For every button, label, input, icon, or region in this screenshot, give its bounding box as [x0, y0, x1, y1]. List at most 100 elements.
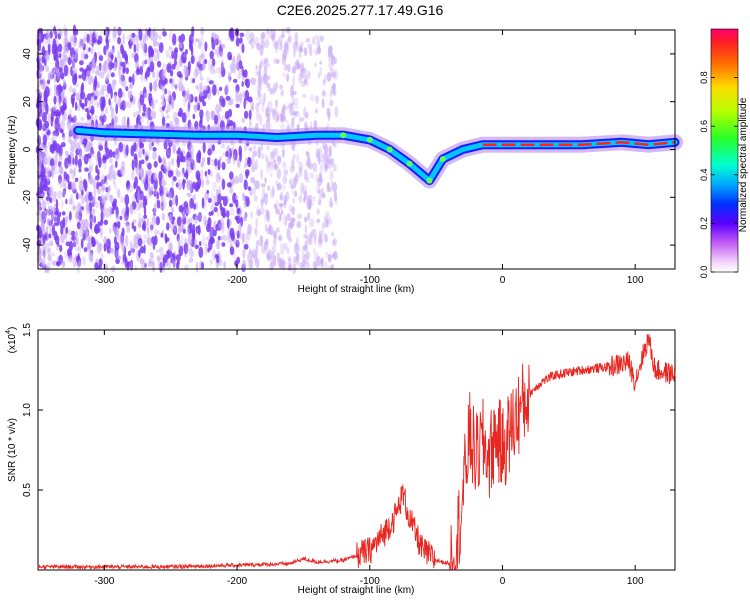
noise-speckle	[93, 194, 96, 207]
noise-speckle	[214, 254, 219, 259]
noise-speckle	[174, 47, 179, 54]
noise-speckle	[201, 197, 205, 209]
noise-speckle	[220, 235, 224, 241]
noise-speckle	[234, 231, 238, 236]
noise-speckle	[143, 43, 148, 54]
noise-speckle	[189, 197, 195, 209]
noise-speckle	[81, 190, 84, 196]
noise-speckle	[216, 211, 220, 217]
noise-speckle	[89, 61, 92, 67]
noise-speckle	[239, 37, 243, 44]
noise-speckle	[111, 62, 115, 69]
noise-speckle	[72, 38, 76, 49]
noise-speckle	[327, 253, 332, 262]
noise-speckle	[202, 141, 206, 154]
noise-speckle	[203, 85, 209, 91]
noise-speckle	[254, 159, 259, 171]
noise-speckle	[74, 211, 79, 219]
noise-speckle	[85, 232, 90, 242]
noise-speckle	[80, 102, 85, 108]
noise-speckle	[274, 40, 279, 50]
noise-speckle	[186, 219, 191, 226]
noise-speckle	[257, 146, 262, 159]
noise-speckle	[271, 34, 275, 42]
noise-speckle	[109, 158, 113, 164]
noise-speckle	[76, 202, 82, 212]
noise-speckle	[155, 216, 160, 226]
noise-speckle	[282, 214, 287, 226]
noise-speckle	[290, 163, 296, 173]
noise-speckle	[291, 90, 297, 96]
noise-speckle	[122, 143, 126, 149]
noise-speckle	[152, 242, 156, 250]
noise-speckle	[190, 151, 194, 164]
noise-speckle	[197, 153, 201, 163]
noise-speckle	[330, 180, 334, 191]
noise-speckle	[276, 59, 280, 64]
noise-speckle	[120, 234, 125, 247]
noise-speckle	[215, 240, 220, 250]
noise-speckle	[134, 34, 139, 43]
noise-speckle	[165, 148, 171, 159]
noise-speckle	[101, 199, 105, 206]
snr-x-tick-label: -200	[227, 576, 247, 587]
noise-speckle	[125, 55, 128, 65]
noise-speckle	[259, 235, 264, 248]
noise-speckle	[164, 88, 168, 95]
noise-speckle	[195, 38, 200, 43]
noise-speckle	[256, 96, 259, 102]
noise-speckle	[78, 209, 83, 222]
noise-speckle	[320, 153, 326, 166]
noise-speckle	[50, 235, 55, 241]
noise-speckle	[309, 194, 312, 205]
noise-speckle	[334, 106, 339, 118]
noise-speckle	[38, 159, 43, 167]
noise-speckle	[170, 170, 174, 177]
noise-speckle	[166, 222, 170, 231]
noise-speckle	[62, 260, 66, 268]
noise-speckle	[108, 98, 111, 106]
noise-speckle	[74, 231, 78, 237]
noise-speckle	[74, 48, 79, 53]
noise-speckle	[52, 130, 57, 136]
noise-speckle	[149, 61, 155, 73]
noise-speckle	[290, 182, 293, 189]
noise-speckle	[62, 134, 66, 142]
noise-speckle	[80, 51, 86, 62]
noise-speckle	[135, 42, 140, 52]
noise-speckle	[198, 241, 202, 247]
noise-speckle	[79, 225, 83, 238]
noise-speckle	[109, 247, 114, 253]
snr-y-axis-label: SNR (10 * v/v)	[7, 418, 18, 482]
noise-speckle	[256, 239, 260, 246]
noise-speckle	[91, 149, 95, 158]
noise-speckle	[292, 147, 295, 152]
noise-speckle	[38, 27, 42, 34]
noise-speckle	[51, 164, 55, 172]
noise-speckle	[183, 172, 189, 178]
noise-speckle	[43, 149, 49, 160]
noise-speckle	[65, 198, 68, 205]
noise-speckle	[132, 70, 137, 82]
noise-speckle	[150, 241, 153, 247]
noise-speckle	[291, 206, 295, 216]
noise-speckle	[295, 252, 300, 260]
noise-speckle	[59, 72, 65, 80]
noise-speckle	[103, 219, 109, 226]
noise-speckle	[285, 120, 289, 124]
noise-speckle	[69, 197, 73, 205]
noise-speckle	[131, 52, 136, 59]
noise-speckle	[89, 212, 93, 224]
noise-speckle	[138, 171, 141, 180]
noise-speckle	[105, 74, 109, 82]
noise-speckle	[162, 180, 167, 187]
noise-speckle	[302, 259, 306, 267]
noise-speckle	[266, 28, 269, 34]
noise-speckle	[55, 245, 60, 251]
noise-speckle	[218, 73, 223, 79]
noise-speckle	[188, 217, 193, 225]
noise-speckle	[65, 150, 69, 157]
noise-speckle	[197, 214, 203, 221]
noise-speckle	[187, 60, 191, 72]
